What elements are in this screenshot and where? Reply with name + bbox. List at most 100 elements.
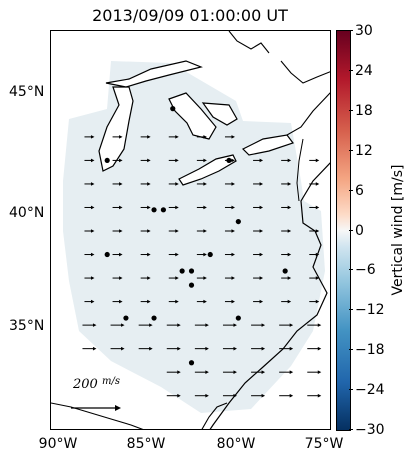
colorbar-tick-mark: [349, 109, 353, 111]
station-marker: [282, 268, 288, 274]
wind-vector-head: [287, 276, 292, 280]
station-marker: [104, 251, 110, 258]
wind-vector-head: [261, 323, 266, 327]
wind-vector-head: [287, 299, 292, 304]
wind-vector-head: [315, 182, 320, 186]
james-bay-coast: [228, 31, 270, 54]
wind-vector-head: [259, 276, 264, 280]
florida-coastline: [201, 402, 228, 429]
station-marker: [151, 207, 157, 213]
wind-vector-head: [231, 205, 235, 210]
colorbar-tick-label: 24: [355, 62, 373, 79]
colorbar-tick-mark: [349, 309, 353, 311]
wind-vector-head: [90, 205, 95, 210]
wind-vector-head: [287, 182, 292, 186]
colorbar-tick-label: 18: [355, 102, 373, 119]
wind-vector-head: [119, 252, 123, 257]
wind-vector-head: [119, 135, 123, 139]
wind-vector-head: [90, 276, 95, 280]
wind-vector-head: [90, 135, 95, 139]
wind-vector-head: [92, 346, 97, 351]
colorbar-tick-mark: [349, 269, 353, 271]
colorbar-tick-mark: [349, 69, 353, 71]
wind-vector-head: [315, 276, 320, 280]
wind-vector-layer: [82, 135, 322, 398]
wind-vector-head: [203, 252, 207, 257]
map-title: 2013/09/09 01:00:00 UT: [92, 6, 288, 25]
lat-tick-35: 35°N: [9, 318, 45, 334]
station-marker: [188, 282, 195, 288]
wind-vector-head: [175, 276, 179, 280]
wind-vector-head: [259, 252, 264, 257]
wind-vector-head: [205, 323, 209, 327]
wind-vector-head: [259, 205, 264, 210]
wind-vector-head: [287, 229, 292, 233]
wind-vector-head: [90, 299, 95, 304]
scale-arrow-value: 200: [73, 377, 98, 392]
colorbar-tick-mark: [349, 429, 353, 430]
lake-erie: [178, 154, 237, 186]
wind-vector-head: [119, 158, 123, 163]
map-panel: [50, 30, 331, 430]
wind-vector-head: [317, 393, 322, 398]
colorbar-tick-mark: [349, 229, 353, 231]
lon-tick-75: 75°W: [304, 436, 344, 452]
wind-vector-head: [287, 205, 292, 210]
wind-vector-head: [289, 346, 294, 351]
wind-vector-head: [119, 182, 123, 186]
station-marker: [123, 315, 129, 321]
wind-vector-head: [177, 346, 181, 351]
map-svg: [51, 31, 330, 429]
colorbar-tick-label: −30: [355, 422, 385, 438]
wind-vector-head: [205, 346, 209, 351]
wind-vector-head: [147, 229, 151, 233]
wind-vector-head: [289, 370, 294, 374]
wind-vector-head: [203, 135, 207, 139]
wind-vector-head: [175, 229, 179, 233]
wind-vector-head: [261, 370, 266, 374]
wind-vector-head: [261, 346, 266, 351]
wind-vector-head: [175, 158, 179, 163]
lon-tick-80: 80°W: [216, 436, 256, 452]
wind-vector-head: [205, 370, 209, 374]
wind-vector-head: [203, 276, 207, 280]
wind-vector-head: [149, 346, 153, 351]
wind-vector-head: [315, 299, 320, 304]
wind-vector-head: [175, 205, 179, 210]
wind-vector-head: [175, 299, 179, 304]
wind-vector-head: [177, 393, 181, 398]
colorbar-tick-mark: [349, 30, 353, 31]
station-marker: [179, 268, 185, 274]
wind-vector-head: [231, 158, 235, 163]
colorbar-tick-label: −6: [355, 262, 376, 279]
colorbar-tick-label: −24: [355, 382, 385, 399]
wind-vector-head: [259, 158, 264, 163]
colorbar-tick-mark: [349, 149, 353, 151]
wind-vector-head: [231, 276, 235, 280]
station-marker: [188, 360, 195, 366]
scale-arrow-unit-s: s: [114, 376, 120, 387]
wind-vector-head: [147, 158, 151, 163]
wind-vector-head: [287, 252, 292, 257]
wind-vector-head: [90, 252, 95, 257]
atlantic-coastline: [209, 162, 330, 429]
wind-vector-head: [177, 323, 181, 327]
wind-vector-head: [203, 299, 207, 304]
wind-vector-head: [231, 229, 235, 233]
lat-tick-45: 45°N: [9, 84, 45, 100]
wind-vector-head: [147, 135, 151, 139]
wind-vector-head: [289, 323, 294, 327]
wind-vector-head: [203, 205, 207, 210]
wind-vector-head: [315, 229, 320, 233]
wind-vector-head: [121, 346, 125, 351]
wind-vector-head: [119, 205, 123, 210]
wind-vector-head: [203, 158, 207, 163]
station-marker: [104, 157, 110, 164]
wind-vector-head: [147, 182, 151, 186]
wind-vector-head: [317, 370, 322, 374]
wind-vector-head: [231, 252, 235, 257]
wind-vector-head: [203, 182, 207, 186]
lon-tick-90: 90°W: [38, 436, 78, 452]
st-lawrence: [280, 60, 330, 136]
colorbar-tick-mark: [349, 349, 353, 351]
